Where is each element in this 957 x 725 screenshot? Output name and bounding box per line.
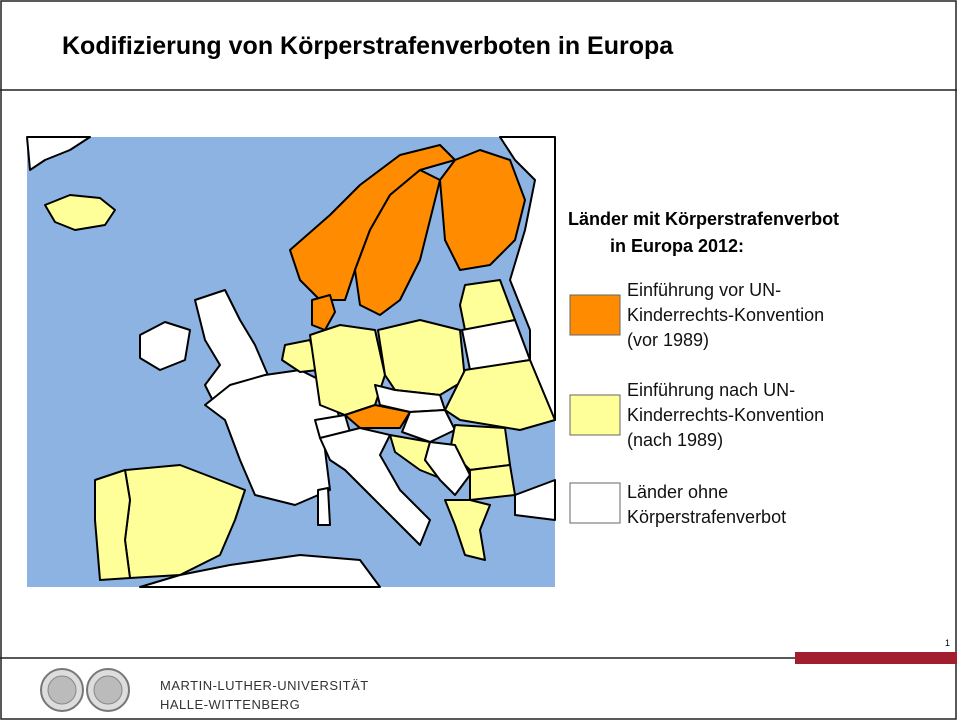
turkey <box>514 479 556 521</box>
sweden <box>354 169 441 316</box>
university-name: HALLE-WITTENBERG <box>160 697 300 712</box>
page-number: 1 <box>945 638 950 648</box>
benelux <box>281 339 319 373</box>
italy <box>319 427 431 546</box>
iceland <box>44 194 116 231</box>
bosnia-serbia <box>424 441 471 496</box>
legend-label: (vor 1989) <box>627 330 709 350</box>
finland <box>439 149 526 271</box>
legend-label: Körperstrafenverbot <box>627 507 786 527</box>
ukraine <box>444 359 556 431</box>
university-name: MARTIN-LUTHER-UNIVERSITÄT <box>160 678 369 693</box>
north-africa <box>139 554 381 588</box>
germany <box>309 324 386 416</box>
slide-title: Kodifizierung von Körperstrafenverboten … <box>62 32 674 60</box>
denmark <box>311 294 336 331</box>
portugal <box>94 469 131 581</box>
footer-accent <box>795 652 957 664</box>
legend-label: Einführung nach UN- <box>627 380 795 400</box>
legend-swatch <box>569 482 621 524</box>
legend-label: Einführung vor UN- <box>627 280 781 300</box>
greece <box>444 499 491 561</box>
legend-label: (nach 1989) <box>627 430 723 450</box>
university-seals <box>40 668 130 712</box>
legend-swatch <box>569 394 621 436</box>
legend-title: Länder mit Körperstrafenverbot <box>568 209 839 229</box>
seal-inner <box>93 675 123 705</box>
poland <box>377 319 466 396</box>
legend-label: Kinderrechts-Konvention <box>627 305 824 325</box>
greenland <box>26 136 91 171</box>
legend-label: Länder ohne <box>627 482 728 502</box>
legend-title: in Europa 2012: <box>610 236 744 256</box>
hungary <box>401 409 456 443</box>
legend-label: Kinderrechts-Konvention <box>627 405 824 425</box>
russia <box>499 136 556 421</box>
austria <box>344 404 411 429</box>
bulgaria <box>469 464 516 501</box>
map <box>26 136 556 588</box>
ireland <box>139 321 191 371</box>
seal-inner <box>47 675 77 705</box>
legend-swatch <box>569 294 621 336</box>
corsica-sardinia <box>317 487 331 526</box>
